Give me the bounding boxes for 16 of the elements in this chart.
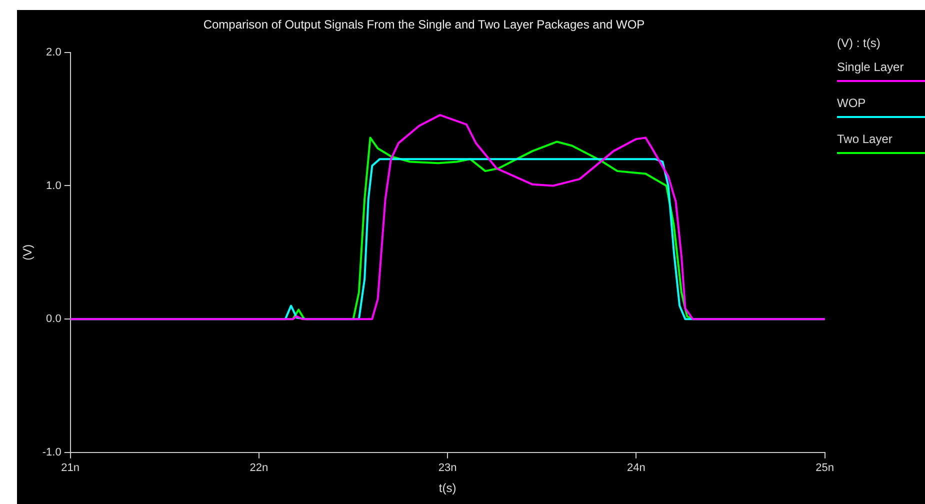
x-tick-label: 25n bbox=[816, 462, 834, 474]
x-tick-label: 24n bbox=[627, 462, 646, 474]
y-tick-label: 2.0 bbox=[46, 46, 62, 58]
x-axis-title: t(s) bbox=[438, 481, 456, 496]
text: Single Layer bbox=[837, 60, 905, 74]
y-tick-label: 1.0 bbox=[46, 180, 62, 192]
text: Two Layer bbox=[837, 132, 894, 146]
y-axis-title: (V) bbox=[20, 244, 35, 260]
chart-title: Comparison of Output Signals From the Single and Two Layer Packages and WOP bbox=[203, 18, 645, 32]
y-tick-label: 0.0 bbox=[46, 313, 62, 326]
x-tick-label: 21n bbox=[61, 462, 80, 474]
x-tick-label: 22n bbox=[250, 462, 268, 474]
legend-title: (V) : t(s) bbox=[837, 36, 882, 50]
x-tick-label: 23n bbox=[438, 462, 457, 474]
text: WOP bbox=[837, 96, 867, 110]
y-tick-label: -1.0 bbox=[42, 446, 62, 458]
